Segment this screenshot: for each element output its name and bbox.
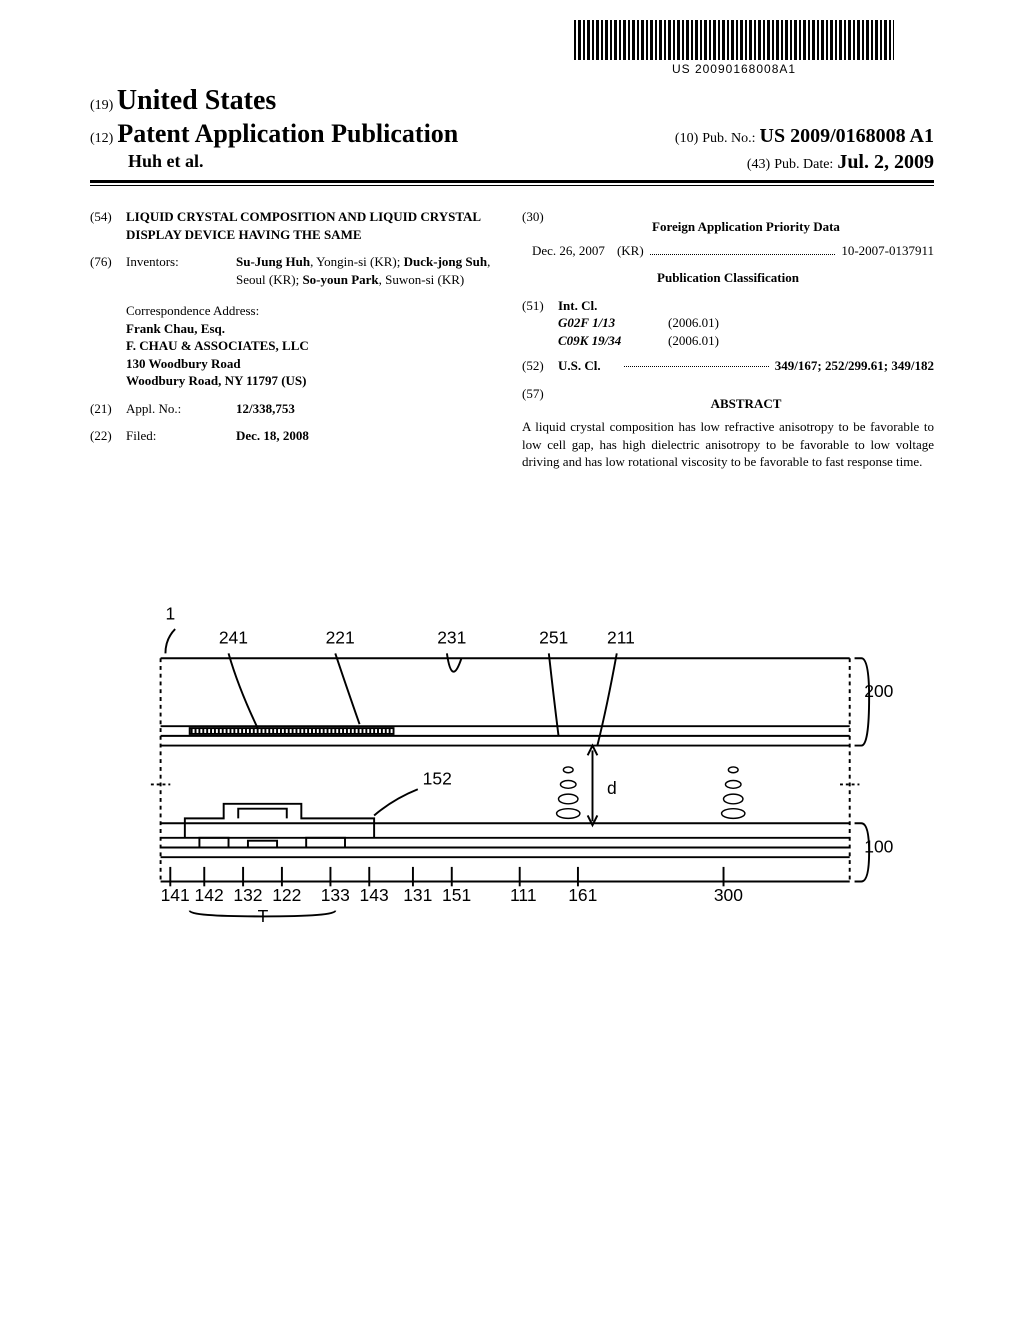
barcode [574, 20, 894, 60]
header: (19) United States (12) Patent Applicati… [90, 85, 934, 186]
correspondence-label: Correspondence Address: [126, 302, 502, 320]
correspondence: Correspondence Address: Frank Chau, Esq.… [126, 302, 502, 390]
svg-text:133: 133 [321, 885, 350, 905]
intcl-row: C09K 19/34(2006.01) [558, 332, 934, 350]
foreign-date: Dec. 26, 2007 [532, 242, 605, 260]
left-column: (54) LIQUID CRYSTAL COMPOSITION AND LIQU… [90, 198, 502, 471]
right-column: (30) Foreign Application Priority Data D… [522, 198, 934, 471]
dots [624, 357, 769, 367]
applno-num: (21) [90, 400, 126, 418]
uscl-value: 349/167; 252/299.61; 349/182 [775, 357, 934, 375]
inventor: Su-Jung Huh, Yongin-si (KR); [236, 254, 404, 269]
correspondence-line: F. CHAU & ASSOCIATES, LLC [126, 337, 502, 355]
svg-text:100: 100 [864, 836, 893, 856]
jurisdiction-num: (19) [90, 98, 113, 113]
svg-text:251: 251 [539, 628, 568, 648]
pub-no: US 2009/0168008 A1 [760, 125, 934, 147]
correspondence-line: Frank Chau, Esq. [126, 320, 502, 338]
figure: 1 241 221 231 251 211 200 152 d 100 141142 132 122 13… [120, 600, 900, 930]
title-num: (54) [90, 208, 126, 243]
jurisdiction-line: (19) United States [90, 85, 934, 117]
applno-label: Appl. No.: [126, 400, 236, 418]
pub-date-label: Pub. Date: [774, 157, 833, 172]
pub-no-wrap: (10) Pub. No.: US 2009/0168008 A1 [675, 125, 934, 148]
pub-no-label: Pub. No.: [702, 131, 755, 146]
inventors-label: Inventors: [126, 253, 236, 288]
abstract-num: (57) [522, 385, 558, 419]
svg-text:141: 141 [161, 885, 190, 905]
pub-date-wrap: (43) Pub. Date: Jul. 2, 2009 [747, 151, 934, 174]
uscl-label: U.S. Cl. [558, 358, 601, 373]
intcl-list: G02F 1/13(2006.01)C09K 19/34(2006.01) [558, 314, 934, 349]
dots [650, 245, 836, 255]
svg-text:241: 241 [219, 628, 248, 648]
svg-text:122: 122 [272, 885, 301, 905]
abstract-body: A liquid crystal composition has low ref… [522, 418, 934, 471]
svg-text:142: 142 [195, 885, 224, 905]
correspondence-line: Woodbury Road, NY 11797 (US) [126, 372, 502, 390]
pub-date-num: (43) [747, 157, 770, 172]
pub-no-num: (10) [675, 131, 698, 146]
barcode-block: US 20090168008A1 [574, 20, 894, 76]
inventors-num: (76) [90, 253, 126, 288]
svg-text:1: 1 [165, 603, 175, 623]
uscl-num: (52) [522, 357, 558, 375]
svg-text:231: 231 [437, 628, 466, 648]
filed-label: Filed: [126, 427, 236, 445]
filed: Dec. 18, 2008 [236, 428, 309, 443]
jurisdiction: United States [117, 85, 276, 116]
pub-type-wrap: (12) Patent Application Publication [90, 119, 458, 149]
foreign-head: Foreign Application Priority Data [558, 218, 934, 236]
intcl-num: (51) [522, 297, 558, 315]
pub-type-num: (12) [90, 131, 113, 146]
svg-text:132: 132 [233, 885, 262, 905]
pub-type: Patent Application Publication [117, 119, 458, 148]
svg-text:161: 161 [568, 885, 597, 905]
foreign-num: (30) [522, 208, 558, 242]
barcode-text: US 20090168008A1 [574, 62, 894, 76]
svg-text:T: T [258, 906, 269, 926]
pubclass-head: Publication Classification [522, 269, 934, 287]
correspondence-line: 130 Woodbury Road [126, 355, 502, 373]
svg-text:300: 300 [714, 885, 743, 905]
svg-text:221: 221 [326, 628, 355, 648]
inventor: So-youn Park, Suwon-si (KR) [302, 272, 464, 287]
pub-date: Jul. 2, 2009 [837, 151, 934, 173]
intcl-row: G02F 1/13(2006.01) [558, 314, 934, 332]
inventors-list: Su-Jung Huh, Yongin-si (KR); Duck-jong S… [236, 253, 502, 288]
svg-text:211: 211 [607, 628, 635, 648]
applno: 12/338,753 [236, 401, 295, 416]
correspondence-lines: Frank Chau, Esq.F. CHAU & ASSOCIATES, LL… [126, 320, 502, 390]
filed-num: (22) [90, 427, 126, 445]
rule-thick [90, 180, 934, 183]
biblio-columns: (54) LIQUID CRYSTAL COMPOSITION AND LIQU… [90, 198, 934, 471]
foreign-appno: 10-2007-0137911 [841, 242, 934, 260]
figure-svg: 1 241 221 231 251 211 200 152 d 100 141142 132 122 13… [120, 600, 900, 930]
intcl-label: Int. Cl. [558, 298, 597, 313]
uscl-bold: 349/167; 252/299.61; 349/182 [775, 358, 934, 373]
svg-text:143: 143 [360, 885, 389, 905]
svg-text:200: 200 [864, 681, 893, 701]
svg-text:d: d [607, 778, 617, 798]
svg-text:131: 131 [403, 885, 432, 905]
patent-title: LIQUID CRYSTAL COMPOSITION AND LIQUID CR… [126, 208, 502, 243]
svg-text:152: 152 [423, 768, 452, 788]
svg-text:151: 151 [442, 885, 471, 905]
authors-short: Huh et al. [128, 151, 204, 171]
svg-text:111: 111 [510, 885, 537, 905]
abstract-head: ABSTRACT [558, 395, 934, 413]
foreign-country: (KR) [617, 242, 644, 260]
rule-thin [90, 185, 934, 186]
